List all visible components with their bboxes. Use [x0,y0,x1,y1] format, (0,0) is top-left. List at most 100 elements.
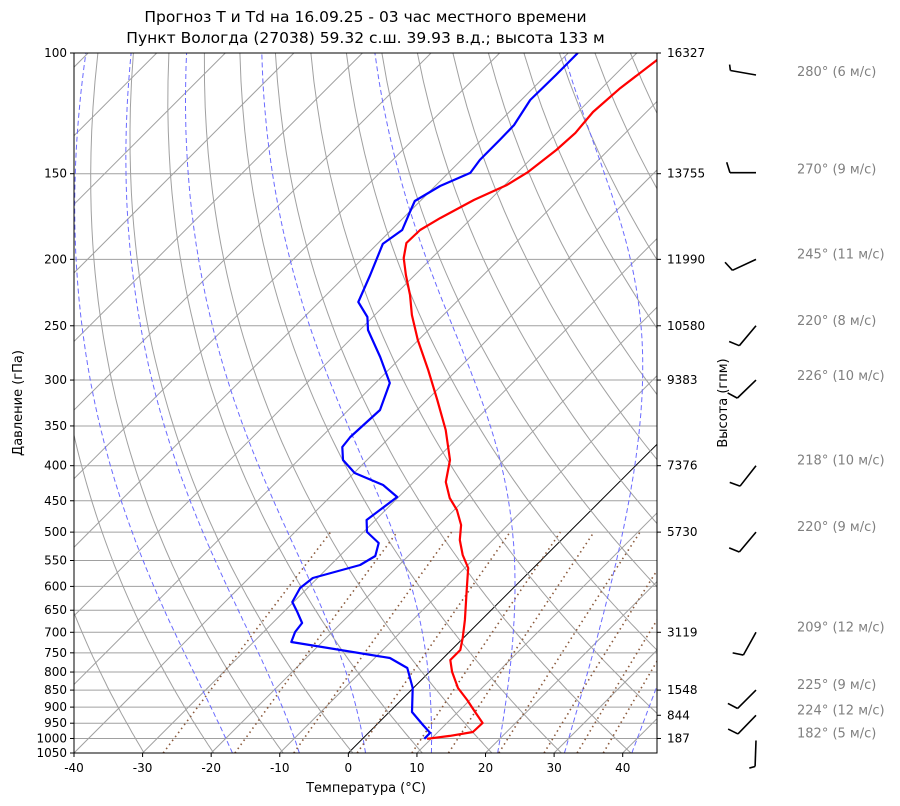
isotherm [416,512,657,753]
wind-barb-feather [728,547,740,553]
height-tick-label: 7376 [667,459,698,473]
profiles [290,53,657,740]
x-tick-label: 10 [409,761,424,775]
isotherm [142,237,657,753]
dry-adiabat [487,53,657,396]
dry-adiabat [808,53,900,753]
wind-label: 220° (8 м/с) [797,314,876,329]
isotherm [74,53,501,480]
y-tick-label: 1000 [36,731,67,745]
wind-barb [727,379,757,399]
dry-adiabat [772,53,900,753]
wind-label: 224° (12 м/с) [797,703,885,718]
wind-barb-shaft [737,689,757,710]
dry-adiabat [310,53,657,715]
isotherm [74,53,569,548]
mixing-ratio-line [602,659,657,753]
height-tick-label: 844 [667,708,690,722]
x-tick-label: 40 [615,761,630,775]
y-tick-label: 800 [44,665,67,679]
wind-barb-feather [728,64,732,71]
dry-adiabat [879,53,900,753]
wind-barb-feather [732,652,744,656]
dry-adiabat [737,53,900,753]
dry-adiabat [239,53,562,753]
wind-barb [728,531,757,553]
isotherm [279,375,657,753]
y-tick-label: 650 [44,603,67,617]
y-tick-label: 900 [44,700,67,714]
height-tick-label: 13755 [667,167,705,181]
y-tick-label: 600 [44,579,67,593]
x-tick-label: -30 [133,761,153,775]
y-tick-label: 500 [44,525,67,539]
x-axis-label: Температура (°C) [305,781,426,796]
wind-barbs: 280° (6 м/с) 270° (9 м/с) 245° (11 м/с) 220… [724,64,885,769]
temperature-line [402,58,657,740]
x-tick-label: 30 [546,761,561,775]
y-tick-label: 550 [44,554,67,568]
height-tick-label: 1548 [667,683,698,697]
mixing-ratio-line [576,618,657,753]
isotherm [74,53,295,274]
wind-barb-shaft [730,69,757,76]
wind-barb [727,689,757,710]
dry-adiabat [666,53,900,753]
isotherm [74,53,226,206]
wind-barb [728,64,757,76]
dry-adiabat [381,53,657,588]
moist-adiabat [631,684,657,753]
wind-label: 280° (6 м/с) [797,65,876,80]
wind-barb-shaft [737,714,757,735]
wind-barb-shaft [736,379,757,399]
mixing-ratio-line [543,568,657,753]
mixing-ratio-line [411,531,562,753]
moist-adiabat [125,53,300,753]
wind-barb [727,714,757,735]
moist-adiabat [563,53,644,753]
y-tick-label: 750 [44,646,67,660]
wind-barb-feather [727,702,738,710]
x-tick-label: 20 [478,761,493,775]
wind-label: 245° (11 м/с) [797,247,885,262]
wind-barb [749,740,757,769]
wind-barb [729,465,757,487]
y-tick-label: 400 [44,459,67,473]
x-tick-label: -10 [270,761,290,775]
mixing-ratio-line [293,531,453,753]
height-tick-label: 3119 [667,625,698,639]
chart-title-line-2: Пункт Вологда (27038) 59.32 с.ш. 39.93 в… [126,29,605,47]
wind-barb-feather [728,340,740,347]
y-tick-label: 300 [44,373,67,387]
y-tick-label: 150 [44,167,67,181]
y-tick-label: 700 [44,625,67,639]
y-tick-label: 250 [44,319,67,333]
dry-adiabat [203,53,493,753]
dry-adiabat [452,53,657,461]
wind-label: 182° (5 м/с) [797,726,876,741]
wind-barb-shaft [742,631,757,656]
isotherm [485,580,657,753]
mixing-ratio-line [498,531,641,753]
dry-adiabat [345,53,657,651]
dry-adiabat [90,53,284,753]
isotherm [74,53,432,411]
dry-adiabat [129,53,354,753]
wind-barb [728,325,757,347]
wind-barb-feather [749,765,756,769]
moist-adiabat [261,53,433,753]
y-tick-label: 450 [44,494,67,508]
dry-adiabat [74,611,145,753]
isotherm [74,53,363,343]
wind-label: 218° (10 м/с) [797,454,885,469]
wind-barb-shaft [732,258,757,272]
y-tick-label: 950 [44,716,67,730]
wind-barb-shaft [738,325,757,347]
chart-title-line-1: Прогноз T и Td на 16.09.25 - 03 час мест… [144,8,587,26]
x-tick-label: 0 [345,761,353,775]
dry-adiabat [167,53,423,753]
wind-barb [724,258,757,272]
x-tick-label: -20 [201,761,221,775]
wind-barb-feather [724,261,734,271]
